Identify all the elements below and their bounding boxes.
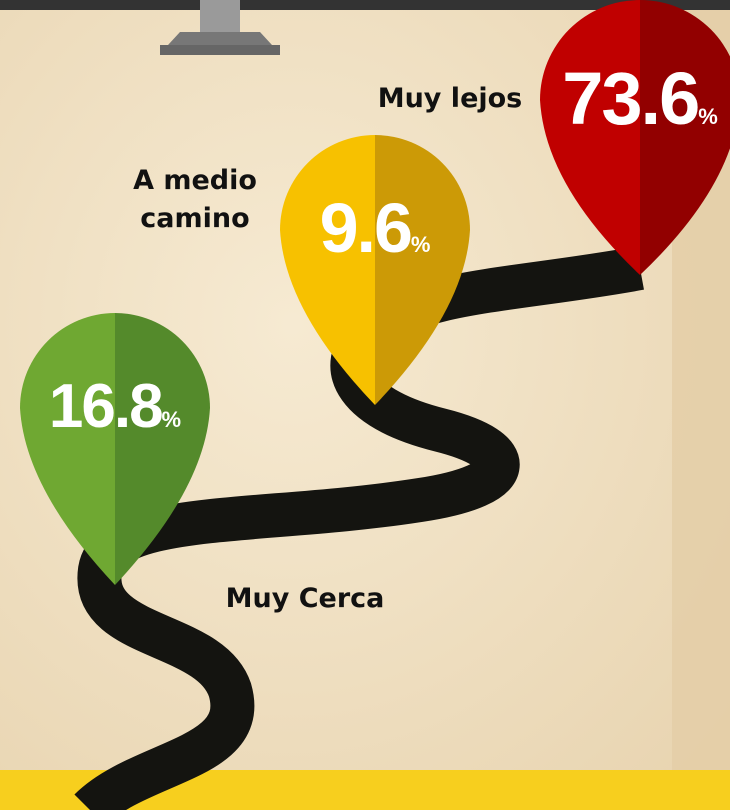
percent-value: 73.6 <box>562 57 698 140</box>
percent: 73.6% <box>540 56 730 141</box>
percent-value: 16.8 <box>49 372 162 441</box>
item-label: Muy Cerca <box>190 580 420 618</box>
infographic: 16.8%Muy Cerca9.6%A medio camino73.6%Muy… <box>0 0 730 810</box>
percent-unit: % <box>162 407 182 432</box>
percent-unit: % <box>698 104 718 129</box>
item-label: A medio camino <box>105 162 285 238</box>
percent-value: 9.6 <box>320 189 411 267</box>
percent: 9.6% <box>280 188 470 268</box>
percent: 16.8% <box>20 371 210 442</box>
item-label: Muy lejos <box>350 80 550 118</box>
percent-unit: % <box>411 232 431 257</box>
